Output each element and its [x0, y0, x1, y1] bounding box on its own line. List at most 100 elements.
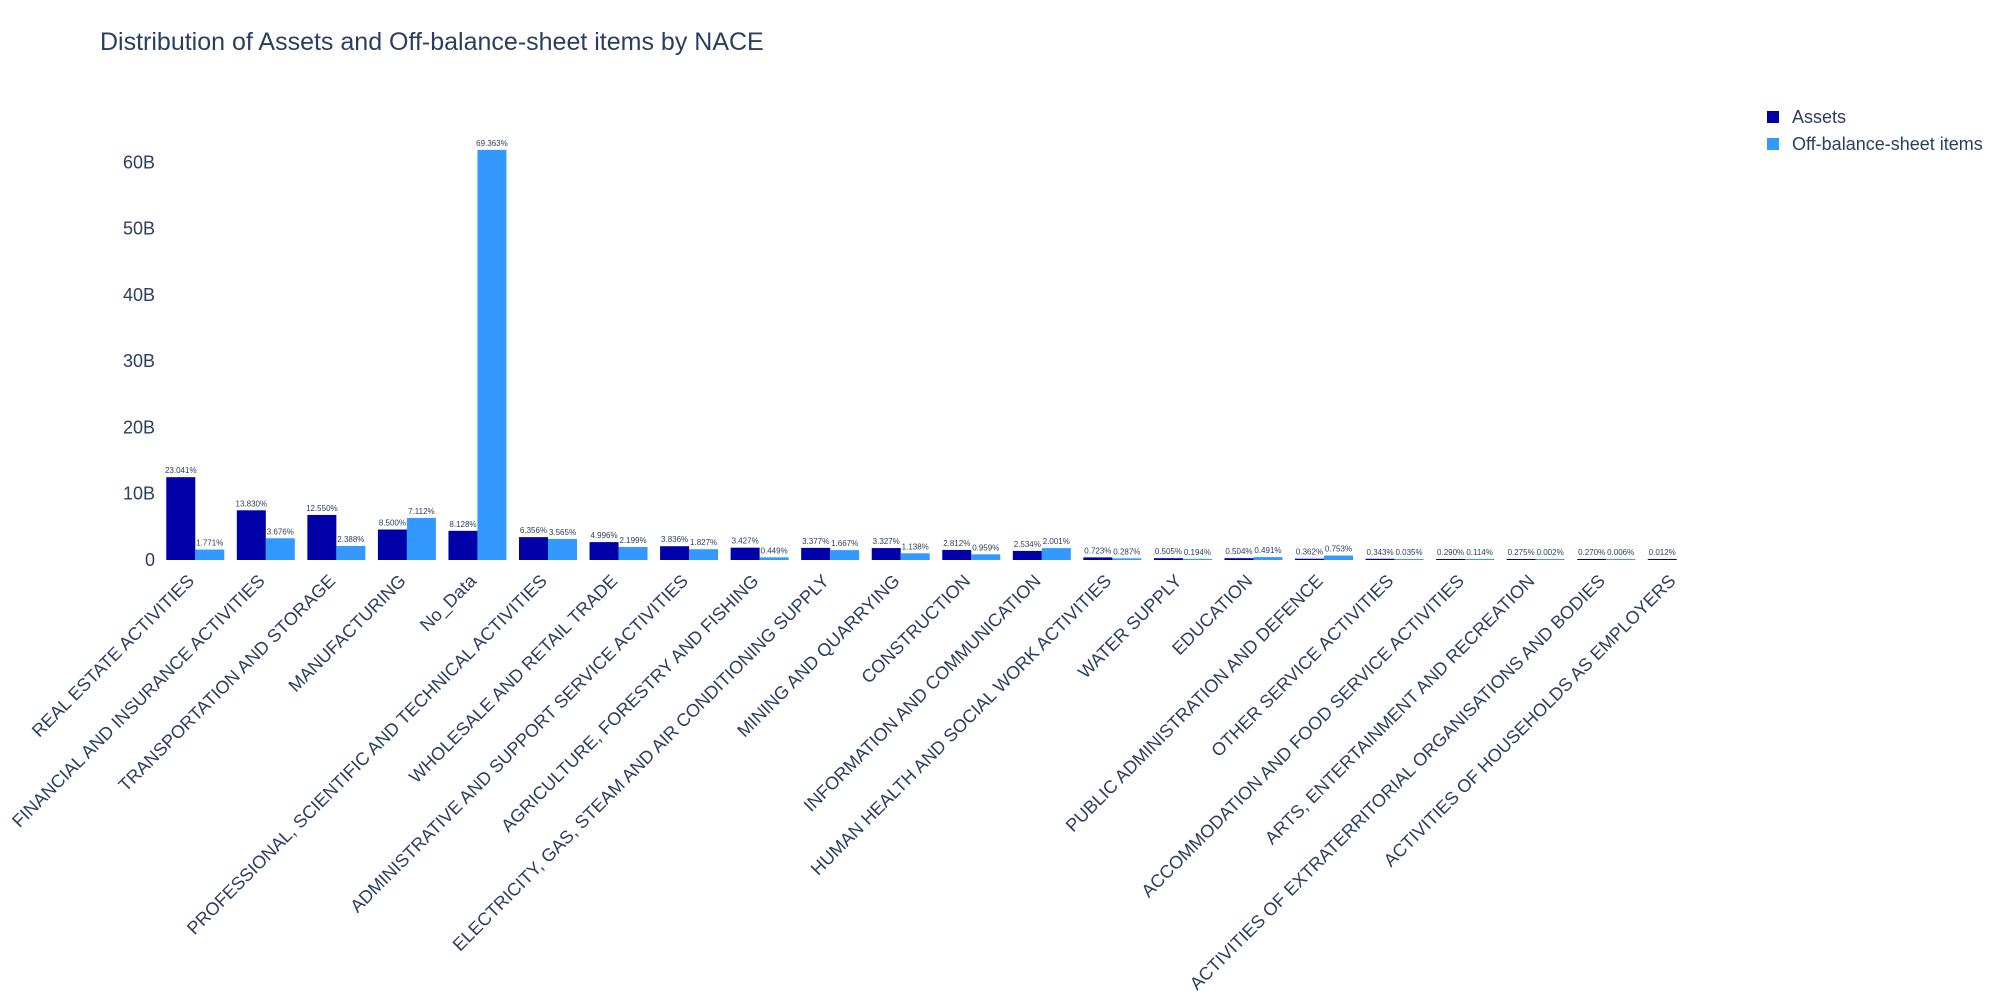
bar-data-label: 2.388%	[337, 535, 364, 544]
bar-data-label: 0.449%	[761, 546, 788, 555]
bar-assets-5[interactable]	[519, 537, 548, 560]
bar-off-balance-19[interactable]	[1535, 559, 1565, 560]
bar-data-label: 0.362%	[1296, 548, 1323, 557]
bar-off-balance-18[interactable]	[1465, 559, 1495, 560]
bar-assets-20[interactable]	[1577, 559, 1607, 560]
bar-assets-1[interactable]	[236, 510, 266, 560]
bar-assets-14[interactable]	[1153, 558, 1183, 560]
bar-off-balance-7[interactable]	[689, 549, 719, 560]
bar-assets-16[interactable]	[1295, 558, 1324, 560]
x-tick-label: No_Data	[416, 570, 482, 636]
y-tick-label: 40B	[123, 285, 155, 305]
y-tick-label: 10B	[123, 484, 155, 504]
y-axis: 0 10B 20B 30B 40B 50B 60B	[123, 152, 155, 570]
bar-off-balance-4[interactable]	[477, 149, 507, 560]
bar-data-label: 3.676%	[267, 527, 294, 536]
bar-assets-4[interactable]	[448, 530, 478, 560]
bar-labels-layer: 23.041% 1.771% 13.830% 3.676% 12.550% 2.388% 8…	[165, 139, 1676, 557]
bar-data-label: 0.275%	[1508, 548, 1535, 557]
bar-data-label: 0.035%	[1395, 548, 1422, 557]
bar-assets-9[interactable]	[801, 547, 831, 560]
bar-data-label: 4.996%	[590, 531, 617, 540]
bar-off-balance-12[interactable]	[1041, 548, 1071, 560]
bar-data-label: 3.377%	[802, 537, 829, 546]
bar-data-label: 0.505%	[1155, 547, 1182, 556]
bar-off-balance-17[interactable]	[1394, 559, 1424, 560]
bar-data-label: 2.001%	[1043, 537, 1070, 546]
chart-title: Distribution of Assets and Off-balance-s…	[100, 28, 764, 56]
bar-off-balance-2[interactable]	[336, 545, 366, 560]
bar-data-label: 1.771%	[196, 539, 223, 548]
bar-data-label: 2.812%	[943, 539, 970, 548]
bar-assets-17[interactable]	[1365, 558, 1395, 560]
bar-data-label: 0.723%	[1084, 546, 1111, 555]
bar-off-balance-0[interactable]	[195, 549, 225, 560]
x-tick-label: AGRICULTURE, FORESTRY AND FISHING	[497, 571, 762, 836]
bar-off-balance-3[interactable]	[406, 517, 436, 560]
bar-assets-12[interactable]	[1012, 550, 1042, 560]
bar-data-label: 0.959%	[972, 543, 999, 552]
bar-off-balance-15[interactable]	[1253, 557, 1283, 560]
y-tick-label: 50B	[123, 219, 155, 239]
bar-data-label: 0.491%	[1254, 546, 1281, 555]
x-tick-label: ARTS, ENTERTAINMENT AND RECREATION	[1261, 571, 1538, 848]
bar-assets-2[interactable]	[307, 514, 337, 560]
bar-off-balance-20[interactable]	[1606, 559, 1636, 560]
legend-item[interactable]: Assets	[1767, 107, 1846, 127]
bar-off-balance-5[interactable]	[548, 538, 577, 560]
legend-swatch	[1767, 111, 1779, 123]
bar-assets-15[interactable]	[1224, 558, 1254, 560]
bar-data-label: 0.504%	[1225, 547, 1252, 556]
bar-assets-6[interactable]	[589, 542, 619, 560]
legend-item[interactable]: Off-balance-sheet items	[1767, 134, 1983, 154]
bar-assets-3[interactable]	[377, 529, 407, 560]
y-tick-label: 60B	[123, 152, 155, 172]
bar-data-label: 3.427%	[732, 537, 759, 546]
bar-off-balance-10[interactable]	[900, 553, 930, 560]
bar-data-label: 1.827%	[690, 538, 717, 547]
bar-off-balance-16[interactable]	[1324, 555, 1353, 560]
bar-off-balance-14[interactable]	[1182, 558, 1212, 560]
bar-off-balance-1[interactable]	[265, 538, 295, 560]
bar-data-label: 0.287%	[1113, 547, 1140, 556]
bars-layer	[166, 149, 1677, 560]
bar-off-balance-6[interactable]	[618, 547, 648, 560]
bar-data-label: 1.667%	[831, 539, 858, 548]
legend[interactable]: Assets Off-balance-sheet items	[1767, 107, 1983, 154]
x-tick-label: MANUFACTURING	[285, 571, 410, 696]
bar-off-balance-13[interactable]	[1112, 558, 1142, 560]
bar-off-balance-9[interactable]	[830, 550, 860, 560]
bar-data-label: 3.327%	[873, 537, 900, 546]
bar-data-label: 0.753%	[1325, 545, 1352, 554]
bar-assets-7[interactable]	[660, 546, 690, 560]
bar-data-label: 3.565%	[549, 528, 576, 537]
bar-data-label: 12.550%	[306, 504, 338, 513]
bar-assets-11[interactable]	[942, 549, 972, 560]
bar-data-label: 0.270%	[1578, 548, 1605, 557]
bar-data-label: 6.356%	[520, 526, 547, 535]
legend-swatch	[1767, 138, 1779, 150]
bar-data-label: 2.534%	[1014, 540, 1041, 549]
bar-assets-0[interactable]	[166, 477, 196, 560]
bar-assets-18[interactable]	[1436, 558, 1466, 560]
bar-data-label: 0.290%	[1437, 548, 1464, 557]
bar-off-balance-8[interactable]	[759, 557, 789, 560]
bar-assets-21[interactable]	[1647, 559, 1677, 560]
x-tick-label: FINANCIAL AND INSURANCE ACTIVITIES	[8, 571, 269, 832]
bar-data-label: 7.112%	[408, 507, 435, 516]
bar-data-label: 0.114%	[1466, 548, 1493, 557]
bar-assets-10[interactable]	[871, 548, 901, 560]
bar-data-label: 13.830%	[236, 499, 268, 508]
bar-data-label: 3.836%	[661, 535, 688, 544]
bar-assets-19[interactable]	[1506, 559, 1536, 560]
bar-data-label: 0.006%	[1607, 548, 1634, 557]
bar-data-label: 8.128%	[449, 520, 476, 529]
legend-label: Assets	[1792, 107, 1846, 127]
bar-data-label: 23.041%	[165, 466, 197, 475]
bar-data-label: 0.194%	[1184, 548, 1211, 557]
bar-assets-8[interactable]	[730, 547, 760, 560]
bar-off-balance-11[interactable]	[971, 554, 1001, 560]
bar-data-label: 69.363%	[476, 139, 508, 148]
bar-assets-13[interactable]	[1083, 557, 1113, 560]
